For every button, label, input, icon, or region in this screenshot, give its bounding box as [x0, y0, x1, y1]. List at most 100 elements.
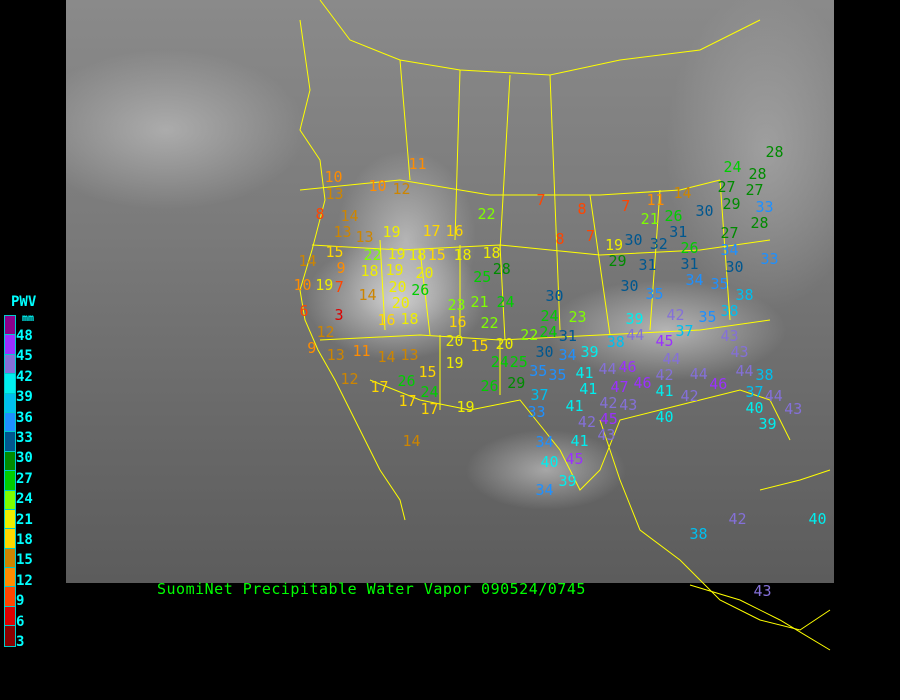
station-pwv-value: 11	[352, 342, 371, 360]
station-pwv-value: 19	[385, 261, 404, 280]
legend-swatch	[5, 587, 15, 607]
station-pwv-value: 43	[784, 400, 803, 418]
station-pwv-value: 13	[355, 228, 374, 246]
legend-swatch	[5, 529, 15, 549]
station-pwv-value: 28	[492, 260, 511, 279]
legend-label: 6	[16, 613, 25, 630]
legend-swatch	[5, 393, 15, 413]
station-pwv-value: 42	[680, 387, 699, 405]
station-pwv-value: 37	[675, 322, 694, 341]
station-pwv-value: 29	[608, 252, 627, 270]
border-line	[599, 419, 831, 631]
station-pwv-value: 41	[570, 432, 589, 450]
station-pwv-value: 19	[604, 236, 624, 254]
station-pwv-value: 13	[400, 346, 419, 365]
station-pwv-value: 14	[402, 432, 421, 450]
station-pwv-value: 27	[745, 181, 764, 200]
station-pwv-value: 40	[655, 408, 674, 426]
station-pwv-value: 3	[334, 306, 344, 324]
legend-label: 12	[16, 572, 33, 589]
border-line	[499, 244, 506, 341]
station-pwv-value: 17	[398, 392, 417, 410]
station-pwv-value: 29	[507, 374, 526, 392]
station-pwv-value: 35	[529, 362, 548, 380]
station-pwv-value: 41	[655, 381, 674, 400]
station-pwv-value: 21	[470, 293, 489, 311]
station-pwv-value: 42	[666, 305, 685, 324]
station-pwv-value: 40	[540, 453, 559, 471]
station-pwv-value: 30	[725, 258, 744, 276]
station-pwv-value: 34	[685, 271, 704, 290]
legend-swatch	[5, 490, 15, 510]
station-pwv-value: 18	[400, 309, 419, 328]
station-pwv-value: 26	[397, 372, 416, 390]
station-pwv-value: 11	[646, 190, 665, 209]
station-pwv-value: 31	[669, 222, 688, 241]
station-pwv-value: 14	[673, 184, 692, 202]
station-pwv-value: 18	[408, 246, 427, 264]
station-pwv-value: 15	[427, 246, 446, 264]
legend-title: PWV	[11, 294, 37, 310]
station-pwv-value: 7	[621, 197, 631, 215]
station-pwv-value: 9	[336, 259, 346, 278]
station-pwv-value: 33	[527, 402, 546, 421]
station-pwv-value: 24	[420, 383, 439, 401]
station-pwv-value: 26	[680, 239, 699, 258]
station-pwv-value: 20	[445, 332, 464, 350]
station-pwv-value: 7	[585, 227, 596, 245]
station-pwv-value: 42	[728, 510, 747, 528]
station-pwv-value: 42	[655, 365, 674, 384]
station-pwv-value: 32	[649, 235, 668, 253]
station-pwv-value: 44	[735, 362, 754, 380]
border-line	[689, 584, 831, 651]
station-pwv-value: 30	[545, 287, 564, 305]
station-pwv-value: 45	[655, 332, 674, 350]
station-pwv-value: 30	[624, 231, 643, 249]
station-pwv-value: 24	[539, 323, 558, 342]
station-pwv-value: 19	[445, 354, 464, 372]
map-title: SuomiNet Precipitable Water Vapor 090524…	[157, 580, 586, 598]
station-pwv-value: 34	[535, 433, 554, 451]
border-line	[419, 249, 431, 336]
border-line	[319, 0, 761, 76]
legend-label: 33	[16, 430, 33, 446]
station-pwv-value: 35	[710, 275, 729, 293]
station-pwv-value: 8	[315, 205, 325, 223]
station-pwv-value: 31	[558, 327, 577, 345]
station-pwv-value: 23	[447, 296, 466, 315]
legend-label: 39	[16, 389, 33, 406]
border-line	[649, 189, 661, 331]
station-pwv-value: 38	[755, 366, 774, 385]
station-pwv-value: 44	[689, 365, 708, 383]
station-pwv-value: 28	[750, 213, 769, 232]
station-pwv-value: 40	[745, 398, 764, 417]
station-pwv-value: 43	[619, 396, 638, 415]
station-pwv-value: 13	[325, 184, 344, 203]
legend-label: 45	[16, 348, 33, 365]
station-pwv-value: 39	[758, 415, 777, 433]
station-pwv-value: 35	[645, 285, 664, 303]
station-pwv-value: 17	[422, 222, 441, 240]
station-pwv-value: 12	[392, 180, 411, 198]
border-line	[719, 179, 731, 321]
legend-swatch	[5, 606, 15, 627]
station-pwv-value: 43	[730, 343, 749, 362]
legend-swatch	[5, 568, 15, 588]
station-pwv-value: 29	[722, 194, 741, 213]
station-pwv-value: 26	[480, 377, 499, 395]
station-pwv-value: 25	[473, 268, 492, 286]
station-pwv-value: 15	[470, 337, 489, 355]
station-pwv-value: 24	[496, 293, 515, 311]
legend-swatch	[5, 548, 15, 569]
legend-label: 24	[16, 491, 33, 508]
station-pwv-value: 23	[568, 308, 587, 326]
legend-label: 30	[16, 450, 33, 467]
border-line	[299, 179, 721, 196]
station-pwv-value: 44	[598, 360, 617, 378]
station-pwv-value: 14	[340, 206, 359, 225]
station-pwv-value: 18	[360, 262, 379, 280]
station-pwv-value: 26	[664, 206, 683, 225]
station-pwv-value: 17	[420, 400, 439, 418]
